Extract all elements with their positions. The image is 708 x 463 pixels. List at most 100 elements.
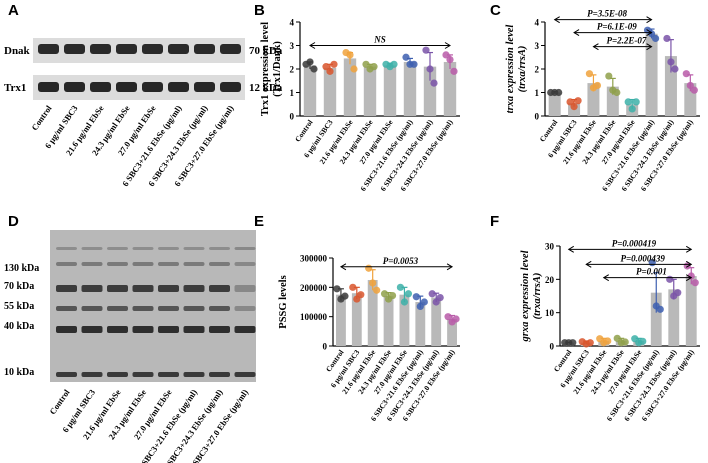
arrow-head-right [646, 43, 653, 51]
data-point [663, 34, 671, 43]
bar [633, 341, 645, 346]
y-axis-label-line: trxa expression level [505, 25, 516, 114]
y-tick-label: 0 [323, 342, 328, 352]
y-tick-label: 0 [550, 342, 555, 352]
significance-label: P=2.2E-07 [607, 36, 647, 46]
data-point [350, 65, 358, 73]
bar [431, 297, 442, 346]
data-point [585, 70, 594, 78]
data-point [384, 295, 393, 303]
data-point [337, 295, 345, 303]
panel-label-a: A [8, 2, 19, 19]
blot-a-lane-label: 6 SBC3+24.3 EbSe (μg/ml) [146, 103, 210, 188]
data-point [322, 63, 330, 71]
y-axis-label-line: PSSG levels [278, 275, 289, 328]
y-axis-label: grxa expression level(trxa/rrsA) [520, 250, 543, 342]
data-point [357, 291, 365, 299]
gel-band [209, 285, 230, 292]
arrow-head-right [646, 29, 653, 37]
data-point [613, 88, 621, 97]
x-tick-label: 6 SBC3+21.6 EbSe (μg/ml) [605, 348, 662, 423]
data-point [422, 46, 430, 54]
gel-band [56, 247, 77, 250]
data-point [574, 97, 582, 105]
gel-band [56, 306, 77, 311]
data-point [310, 65, 318, 73]
bar [615, 341, 627, 346]
gel-band [56, 285, 77, 292]
x-tick-label: Control [293, 118, 315, 144]
bar [343, 58, 357, 116]
data-point [346, 51, 354, 59]
gel-marker-label: 55 kDa [4, 301, 34, 312]
data-point [306, 58, 314, 66]
bar [685, 276, 697, 346]
panel-label-d: D [8, 213, 19, 230]
blot-a-lane-label: 6 SBC3+21.6 EbSe (μg/ml) [120, 103, 184, 188]
data-point [412, 293, 420, 301]
data-point [547, 88, 555, 97]
bar [626, 104, 639, 116]
data-point [442, 51, 450, 59]
bar [645, 33, 658, 116]
gel-band [56, 262, 77, 266]
y-axis-label-line: (trxa/rrsA) [517, 46, 528, 93]
dnak-band [194, 44, 215, 54]
y-tick-label: 0 [290, 112, 295, 122]
dnak-strip [33, 38, 245, 63]
gel-band [107, 326, 128, 333]
y-tick-label: 4 [535, 18, 540, 28]
dnak-band [38, 44, 59, 54]
significance-label: P=0.000419 [612, 238, 657, 248]
data-point [589, 84, 598, 92]
data-point [651, 34, 660, 43]
gel-band [132, 262, 154, 266]
y-axis-label-line: (trxa/rrsA) [532, 273, 543, 320]
arrow-head-left [553, 16, 560, 24]
x-tick-label: 27.0 μg/ml EbSe [606, 347, 644, 395]
bar [650, 292, 662, 346]
significance-label: P=6.1E-09 [597, 22, 637, 32]
blot-a-lane-label: Control [29, 103, 54, 132]
data-point [639, 337, 647, 345]
x-tick-label: 21.6 μg/ml EbSe [317, 117, 355, 165]
data-point [666, 275, 674, 283]
gel-band [209, 326, 230, 333]
arrow-head-left [573, 29, 580, 37]
dnak-band [142, 44, 163, 54]
data-point [428, 290, 436, 298]
data-point [686, 81, 694, 90]
gel-band [81, 285, 103, 292]
gel-d-markers: 130 kDa 70 kDa 55 kDa 40 kDa 10 kDa [4, 263, 39, 378]
y-axis-label: PSSG levels [278, 275, 289, 328]
y-tick-label: 3 [535, 41, 540, 51]
trx1-band [194, 82, 215, 92]
data-point [671, 65, 679, 73]
data-point [302, 60, 310, 68]
data-point [326, 67, 334, 75]
gel-band [183, 306, 205, 311]
y-axis-label-line: Trx1 expression level [260, 22, 271, 116]
data-point [621, 338, 629, 346]
data-point [426, 65, 434, 73]
gel-band [81, 326, 103, 333]
gel-band [158, 247, 179, 250]
gel-band [81, 247, 103, 250]
gel-band [183, 326, 205, 333]
arrow-head-right [446, 263, 454, 271]
y-tick-label: 10 [545, 308, 555, 318]
dnak-label: Dnak [4, 45, 31, 57]
gel-band [234, 372, 256, 377]
panel-label-b: B [254, 2, 265, 19]
data-point [432, 298, 440, 306]
dnak-band [90, 44, 111, 54]
y-tick-label: 1 [290, 88, 295, 98]
gel-band [132, 247, 154, 250]
arrow-head-left [339, 263, 347, 271]
